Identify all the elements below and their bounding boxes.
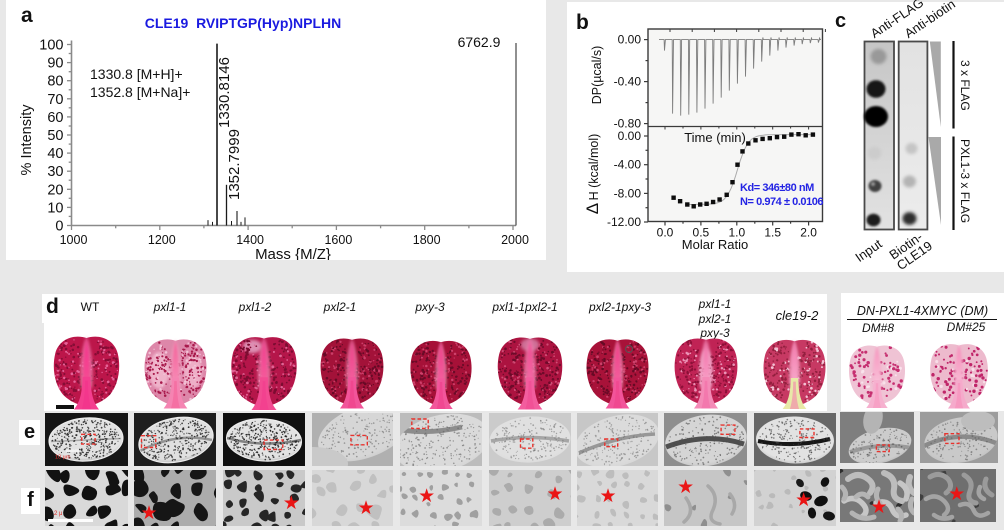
svg-text:20: 20 [47, 182, 63, 198]
svg-text:0.0: 0.0 [657, 226, 674, 240]
svg-text:-8.00: -8.00 [614, 186, 642, 200]
svg-text:0.00: 0.00 [618, 129, 642, 143]
svg-text:1.0: 1.0 [728, 226, 745, 240]
svg-text:0.5: 0.5 [693, 226, 710, 240]
svg-text:100: 100 [39, 38, 63, 54]
svg-text:1352.8 [M+Na]+: 1352.8 [M+Na]+ [90, 84, 190, 100]
svg-text:-0.80: -0.80 [614, 117, 642, 131]
svg-text:60: 60 [47, 110, 63, 126]
svg-text:-4.00: -4.00 [614, 158, 642, 172]
svg-text:1352.7999: 1352.7999 [226, 129, 243, 200]
svg-text:-12.00: -12.00 [607, 215, 641, 229]
svg-text:2.0: 2.0 [800, 226, 817, 240]
svg-text:1330.8 [M+H]+: 1330.8 [M+H]+ [90, 66, 183, 82]
svg-text:30: 30 [47, 164, 63, 180]
svg-text:1600: 1600 [324, 233, 352, 247]
svg-text:1.5: 1.5 [764, 226, 781, 240]
svg-text:0: 0 [55, 219, 63, 235]
svg-text:10 µm: 10 µm [55, 455, 71, 461]
svg-text:90: 90 [47, 56, 63, 72]
svg-text:% Intensity: % Intensity [19, 104, 35, 176]
svg-text:50: 50 [47, 128, 63, 144]
svg-text:1000: 1000 [60, 233, 88, 247]
svg-text:6762.9: 6762.9 [458, 34, 501, 50]
svg-text:-0.40: -0.40 [614, 75, 642, 89]
svg-text:40: 40 [47, 146, 63, 162]
svg-text:1330.8146: 1330.8146 [216, 57, 233, 128]
svg-text:1800: 1800 [413, 233, 441, 247]
svg-text:10: 10 [47, 200, 63, 216]
svg-text:1400: 1400 [236, 233, 264, 247]
svg-text:1200: 1200 [148, 233, 176, 247]
svg-text:80: 80 [47, 74, 63, 90]
svg-text:70: 70 [47, 92, 63, 108]
svg-text:Mass {M/Z}: Mass {M/Z} [255, 246, 331, 260]
svg-text:2000: 2000 [501, 233, 529, 247]
svg-text:0.00: 0.00 [618, 33, 642, 47]
